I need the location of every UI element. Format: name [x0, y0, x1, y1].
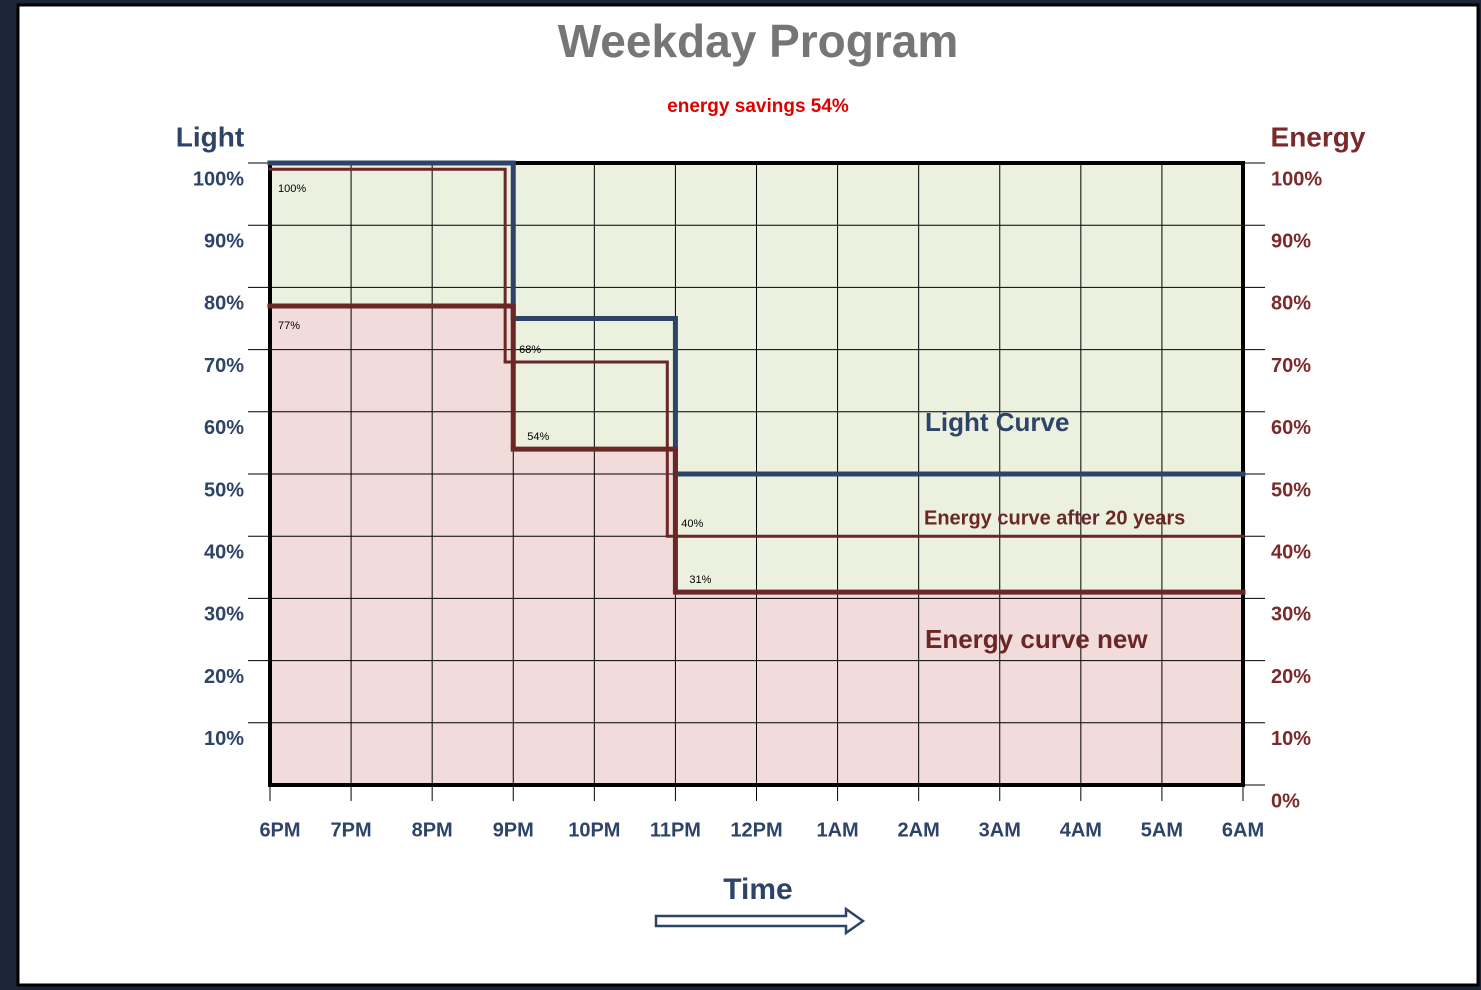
y2-tick-label: 0%	[1271, 790, 1300, 812]
y-tick-label: 40%	[204, 541, 244, 563]
data-label: 100%	[278, 183, 306, 195]
x-tick-label: 6AM	[1222, 819, 1264, 841]
x-tick-label: 4AM	[1060, 819, 1102, 841]
x-tick-label: 8PM	[412, 819, 453, 841]
x-tick-label: 5AM	[1141, 819, 1183, 841]
y2-tick-label: 50%	[1271, 479, 1311, 501]
chart-title: Weekday Program	[558, 15, 959, 67]
x-axis-label: Time	[723, 873, 792, 906]
x-tick-label: 9PM	[493, 819, 534, 841]
y-axis-label: Light	[176, 121, 244, 152]
subtitle: energy savings 54%	[667, 96, 849, 117]
x-tick-label: 12PM	[730, 819, 782, 841]
time-arrow	[654, 906, 866, 936]
y-tick-label: 50%	[204, 479, 244, 501]
y2-tick-label: 10%	[1271, 728, 1311, 750]
y2-tick-label: 70%	[1271, 355, 1311, 377]
y-tick-label: 80%	[204, 293, 244, 315]
series-label: Light Curve	[925, 407, 1069, 437]
y-tick-label: 90%	[204, 230, 244, 252]
y2-tick-label: 30%	[1271, 604, 1311, 626]
series-label: Energy curve after 20 years	[924, 507, 1185, 529]
series-label: Energy curve new	[925, 624, 1148, 654]
x-tick-label: 6PM	[259, 819, 300, 841]
x-tick-label: 10PM	[568, 819, 620, 841]
data-label: 40%	[681, 518, 703, 530]
y2-axis-label: Energy	[1271, 121, 1366, 152]
y-tick-label: 60%	[204, 417, 244, 439]
y2-tick-label: 20%	[1271, 666, 1311, 688]
data-label: 54%	[527, 431, 549, 443]
y-tick-label: 20%	[204, 666, 244, 688]
y2-tick-label: 40%	[1271, 541, 1311, 563]
y-tick-label: 70%	[204, 355, 244, 377]
y2-tick-label: 60%	[1271, 417, 1311, 439]
data-label: 31%	[689, 574, 711, 586]
x-tick-label: 2AM	[898, 819, 940, 841]
y-tick-label: 100%	[193, 168, 244, 190]
y-tick-label: 10%	[204, 728, 244, 750]
data-label: 77%	[278, 320, 300, 332]
y-tick-label: 30%	[204, 604, 244, 626]
y2-tick-label: 80%	[1271, 293, 1311, 315]
x-tick-label: 1AM	[816, 819, 858, 841]
y2-tick-label: 90%	[1271, 230, 1311, 252]
data-label: 68%	[519, 344, 541, 356]
x-tick-label: 7PM	[331, 819, 372, 841]
x-tick-label: 3AM	[979, 819, 1021, 841]
y2-tick-label: 100%	[1271, 168, 1322, 190]
x-tick-label: 11PM	[650, 819, 701, 841]
